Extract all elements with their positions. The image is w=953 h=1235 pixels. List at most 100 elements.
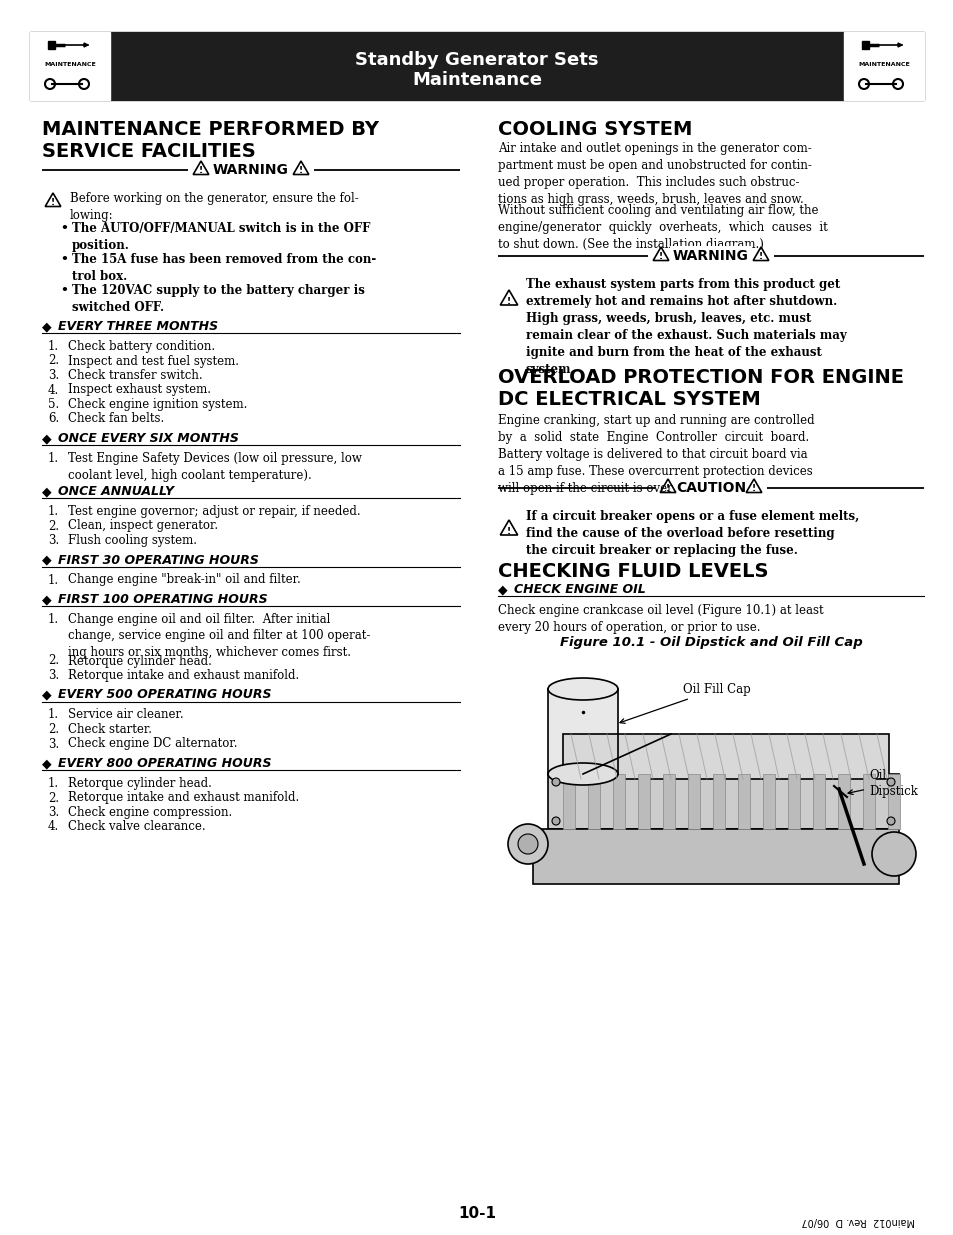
Text: 5.: 5. (48, 398, 59, 411)
Text: 1.: 1. (48, 613, 59, 626)
Bar (613, 774, 624, 829)
Text: Oil
Dipstick: Oil Dipstick (847, 769, 917, 798)
Text: Retorque cylinder head.: Retorque cylinder head. (68, 655, 212, 667)
Text: MAINTENANCE PERFORMED BY: MAINTENANCE PERFORMED BY (42, 120, 378, 140)
Text: WARNING: WARNING (213, 163, 289, 177)
Bar (587, 774, 599, 829)
Text: Check valve clearance.: Check valve clearance. (68, 820, 206, 834)
Text: If a circuit breaker opens or a fuse element melts,
find the cause of the overlo: If a circuit breaker opens or a fuse ele… (525, 510, 859, 557)
Text: Standby Generator Sets: Standby Generator Sets (355, 51, 598, 69)
Text: ◆: ◆ (42, 688, 51, 701)
Text: Check transfer switch.: Check transfer switch. (68, 369, 202, 382)
Text: FIRST 100 OPERATING HOURS: FIRST 100 OPERATING HOURS (58, 593, 268, 606)
Text: ◆: ◆ (42, 593, 51, 606)
Text: Check engine DC alternator.: Check engine DC alternator. (68, 737, 237, 751)
Bar (812, 774, 824, 829)
Text: 2.: 2. (48, 655, 59, 667)
Text: Check engine ignition system.: Check engine ignition system. (68, 398, 247, 411)
Text: Clean, inspect generator.: Clean, inspect generator. (68, 520, 218, 532)
Text: MAINTENANCE: MAINTENANCE (44, 63, 95, 68)
Ellipse shape (547, 678, 618, 700)
Text: Retorque intake and exhaust manifold.: Retorque intake and exhaust manifold. (68, 792, 299, 804)
Text: 1.: 1. (48, 340, 59, 353)
Text: 2.: 2. (48, 792, 59, 804)
Text: CAUTION: CAUTION (676, 480, 745, 495)
Text: 3.: 3. (48, 534, 59, 547)
Text: Retorque intake and exhaust manifold.: Retorque intake and exhaust manifold. (68, 669, 299, 682)
Text: 1.: 1. (48, 777, 59, 790)
Text: 3.: 3. (48, 369, 59, 382)
Text: !: ! (298, 167, 303, 175)
Text: Check engine crankcase oil level (Figure 10.1) at least
every 20 hours of operat: Check engine crankcase oil level (Figure… (497, 604, 822, 634)
Text: !: ! (199, 167, 203, 175)
Text: 3.: 3. (48, 669, 59, 682)
Circle shape (871, 832, 915, 876)
Bar (837, 774, 849, 829)
Text: Flush cooling system.: Flush cooling system. (68, 534, 196, 547)
Text: !: ! (759, 252, 762, 262)
Text: Test engine governor; adjust or repair, if needed.: Test engine governor; adjust or repair, … (68, 505, 360, 517)
Bar (30, 32, 923, 100)
Text: MAINTENANCE: MAINTENANCE (858, 63, 909, 68)
Text: Change engine "break-in" oil and filter.: Change engine "break-in" oil and filter. (68, 573, 300, 587)
Text: EVERY 800 OPERATING HOURS: EVERY 800 OPERATING HOURS (58, 757, 272, 769)
Text: Before working on the generator, ensure the fol-
lowing:: Before working on the generator, ensure … (70, 191, 358, 222)
Bar (862, 41, 868, 49)
Text: ◆: ◆ (42, 432, 51, 445)
Text: •: • (60, 222, 68, 235)
Text: Inspect and test fuel system.: Inspect and test fuel system. (68, 354, 239, 368)
Text: EVERY THREE MONTHS: EVERY THREE MONTHS (58, 320, 218, 333)
Circle shape (552, 818, 559, 825)
Text: •: • (60, 253, 68, 266)
Circle shape (552, 778, 559, 785)
Text: SERVICE FACILITIES: SERVICE FACILITIES (42, 142, 255, 161)
Text: ◆: ◆ (497, 583, 507, 597)
Bar (762, 774, 774, 829)
Text: WARNING: WARNING (673, 249, 748, 263)
Text: 1.: 1. (48, 452, 59, 466)
Text: ◆: ◆ (42, 320, 51, 333)
Bar (787, 774, 800, 829)
Bar (562, 774, 575, 829)
Text: 3.: 3. (48, 737, 59, 751)
Bar (48, 41, 55, 49)
Polygon shape (897, 43, 901, 47)
Text: 4.: 4. (48, 820, 59, 834)
Text: ◆: ◆ (42, 553, 51, 567)
Text: Check starter.: Check starter. (68, 722, 152, 736)
Text: CHECK ENGINE OIL: CHECK ENGINE OIL (514, 583, 645, 597)
Text: Check engine compression.: Check engine compression. (68, 806, 232, 819)
Text: FIRST 30 OPERATING HOURS: FIRST 30 OPERATING HOURS (58, 553, 258, 567)
FancyBboxPatch shape (562, 734, 888, 779)
Text: ONCE ANNUALLY: ONCE ANNUALLY (58, 485, 173, 498)
Bar (712, 774, 724, 829)
Text: ◆: ◆ (42, 757, 51, 769)
Text: The 15A fuse has been removed from the con-
trol box.: The 15A fuse has been removed from the c… (71, 253, 375, 283)
Text: Inspect exhaust system.: Inspect exhaust system. (68, 384, 211, 396)
Text: Main012  Rev. D  06/07: Main012 Rev. D 06/07 (801, 1216, 914, 1226)
Text: Check fan belts.: Check fan belts. (68, 412, 164, 426)
Text: 1.: 1. (48, 573, 59, 587)
Text: !: ! (751, 484, 756, 494)
Text: Oil Fill Cap: Oil Fill Cap (619, 683, 750, 724)
Text: !: ! (665, 484, 669, 494)
Text: CHECKING FLUID LEVELS: CHECKING FLUID LEVELS (497, 562, 768, 580)
Text: 4.: 4. (48, 384, 59, 396)
Bar (843, 32, 923, 100)
Text: 2.: 2. (48, 722, 59, 736)
Bar (738, 774, 749, 829)
Text: Maintenance: Maintenance (412, 70, 541, 89)
Text: Check battery condition.: Check battery condition. (68, 340, 214, 353)
Ellipse shape (547, 763, 618, 785)
Bar (862, 774, 874, 829)
Text: EVERY 500 OPERATING HOURS: EVERY 500 OPERATING HOURS (58, 688, 272, 701)
Text: Without sufficient cooling and ventilating air flow, the
engine/generator  quick: Without sufficient cooling and ventilati… (497, 204, 827, 251)
Text: COOLING SYSTEM: COOLING SYSTEM (497, 120, 692, 140)
Bar (30, 32, 110, 100)
Text: 10-1: 10-1 (457, 1205, 496, 1220)
Bar (687, 774, 700, 829)
Text: 1.: 1. (48, 505, 59, 517)
Text: DC ELECTRICAL SYSTEM: DC ELECTRICAL SYSTEM (497, 390, 760, 409)
Text: 2.: 2. (48, 354, 59, 368)
Text: The exhaust system parts from this product get
extremely hot and remains hot aft: The exhaust system parts from this produ… (525, 278, 846, 375)
